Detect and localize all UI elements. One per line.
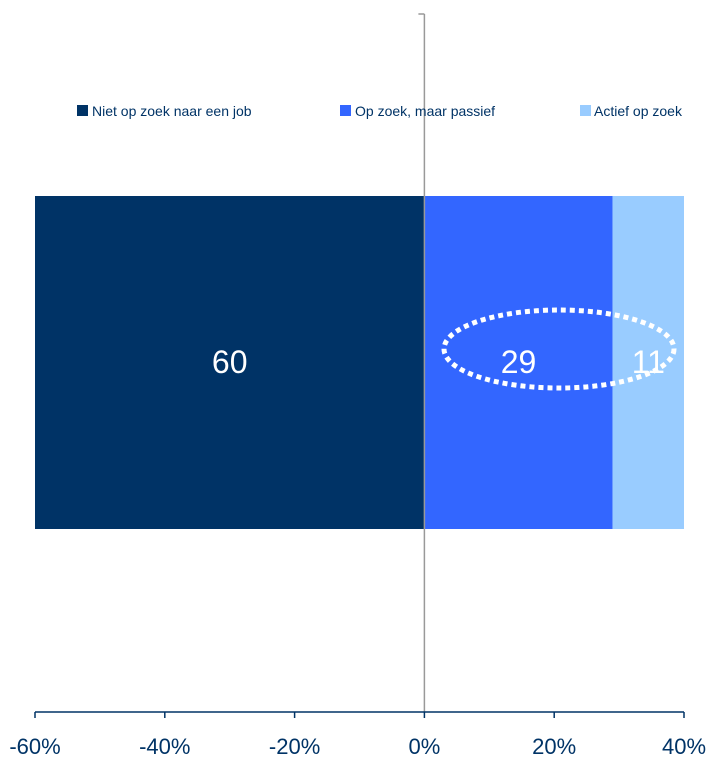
x-tick-label-5: 20% [532, 734, 576, 759]
bar-segment-3 [612, 196, 684, 529]
x-tick-label-6: 40% [662, 734, 706, 759]
legend-label-2: Op zoek, maar passief [355, 103, 495, 119]
legend-swatch-3 [580, 105, 591, 116]
bar-value-label-1: 60 [212, 344, 248, 380]
bars-layer: 60 29 11 [35, 196, 684, 529]
axis-layer: -60% -40% -20% 0% 20% 40% [9, 13, 706, 759]
x-tick-label-1: -60% [9, 734, 60, 759]
legend-swatch-1 [77, 105, 88, 116]
bar-value-label-2: 29 [501, 344, 537, 380]
bar-segment-2 [424, 196, 613, 529]
legend-layer: Niet op zoek naar een job Op zoek, maar p… [77, 103, 683, 119]
x-tick-label-3: -20% [269, 734, 320, 759]
legend-label-1: Niet op zoek naar een job [92, 103, 252, 119]
bar-segment-1 [35, 196, 425, 529]
annotation-layer [441, 307, 677, 391]
x-tick-label-4: 0% [409, 734, 441, 759]
dotted-ellipse-highlight [441, 307, 677, 391]
legend-label-3: Actief op zoek [594, 103, 683, 119]
x-tick-label-2: -40% [139, 734, 190, 759]
legend-swatch-2 [340, 105, 351, 116]
